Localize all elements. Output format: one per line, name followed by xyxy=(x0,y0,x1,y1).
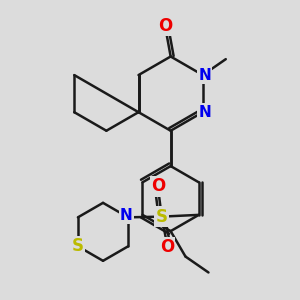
Text: N: N xyxy=(198,105,211,120)
Text: S: S xyxy=(156,208,168,226)
Text: O: O xyxy=(151,177,165,195)
Text: S: S xyxy=(72,237,84,255)
Text: N: N xyxy=(120,208,133,223)
Text: O: O xyxy=(160,238,174,256)
Text: N: N xyxy=(198,68,211,82)
Text: O: O xyxy=(158,17,172,35)
